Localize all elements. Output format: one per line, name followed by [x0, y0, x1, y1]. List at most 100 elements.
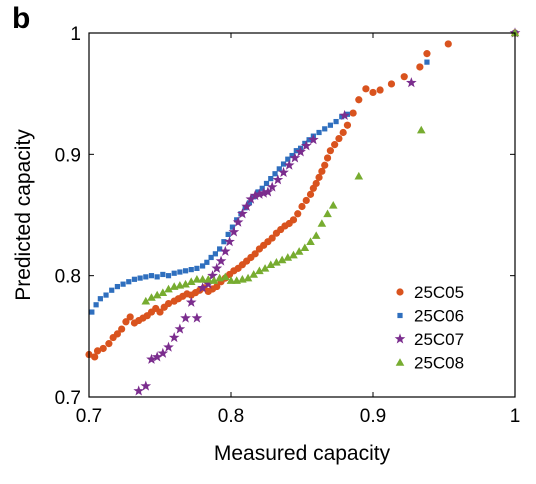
series-25C07	[133, 27, 521, 396]
data-point	[268, 176, 274, 182]
data-point	[268, 234, 276, 242]
data-point	[194, 265, 200, 271]
data-point	[243, 273, 253, 282]
series-25C08	[141, 28, 520, 305]
data-point	[181, 279, 190, 288]
panel-label: b	[12, 2, 31, 35]
data-point	[306, 190, 315, 198]
data-point	[152, 290, 162, 299]
data-point	[215, 255, 227, 266]
data-point	[255, 266, 264, 275]
data-point	[289, 152, 301, 163]
data-point	[133, 385, 145, 396]
data-point	[362, 85, 370, 93]
data-point	[283, 159, 295, 170]
data-point	[276, 166, 282, 172]
y-tick-label: 0.9	[55, 145, 81, 166]
data-point	[109, 287, 115, 293]
data-point	[89, 309, 95, 315]
data-point	[278, 166, 289, 178]
data-point	[192, 275, 202, 283]
data-point	[343, 121, 352, 129]
data-point	[177, 269, 183, 275]
data-point	[308, 134, 319, 145]
data-point	[118, 325, 126, 333]
data-point	[444, 40, 452, 48]
data-point	[285, 156, 291, 162]
data-point	[259, 185, 265, 191]
data-point	[266, 260, 276, 269]
x-axis-label: Measured capacity	[214, 442, 391, 465]
data-point	[323, 154, 332, 162]
data-point	[266, 181, 278, 192]
data-point	[315, 173, 323, 181]
y-axis-label: Predicted capacity	[12, 129, 35, 301]
data-point	[335, 134, 343, 143]
data-point	[137, 275, 143, 281]
data-point	[197, 282, 208, 293]
data-point	[204, 259, 210, 265]
legend-marker-25C06	[397, 312, 403, 319]
data-point	[217, 246, 223, 252]
data-point	[280, 161, 287, 167]
data-point	[326, 147, 334, 155]
data-point	[91, 353, 99, 361]
data-point	[339, 128, 347, 137]
data-point	[93, 347, 102, 355]
data-point	[99, 344, 107, 353]
data-point	[143, 274, 149, 280]
data-point	[180, 312, 191, 323]
data-point	[141, 296, 151, 305]
y-tick-label: 0.7	[55, 388, 81, 409]
x-tick-label: 0.9	[360, 406, 386, 427]
plot-frame	[88, 32, 516, 398]
data-point	[339, 109, 350, 121]
data-point	[131, 276, 138, 282]
x-tick-label: 1	[510, 406, 521, 427]
data-point	[355, 96, 363, 104]
data-point	[120, 281, 126, 287]
data-point	[300, 140, 312, 151]
data-point	[126, 279, 132, 285]
data-point	[277, 255, 287, 264]
legend-label-25C07: 25C07	[414, 330, 464, 349]
data-point	[302, 196, 310, 205]
data-point	[203, 275, 213, 283]
data-point	[272, 171, 278, 177]
data-point	[234, 217, 240, 223]
data-point	[254, 188, 265, 199]
legend-marker-25C05	[396, 288, 404, 296]
data-point	[306, 137, 312, 143]
data-point	[113, 330, 121, 338]
data-point	[171, 270, 177, 276]
data-point	[237, 208, 248, 219]
data-point	[163, 341, 174, 352]
data-point	[224, 236, 235, 247]
data-point	[255, 189, 261, 195]
data-point	[182, 268, 189, 274]
data-point	[333, 118, 339, 125]
data-point	[229, 224, 236, 230]
data-point	[97, 296, 103, 302]
data-point	[185, 296, 197, 307]
data-point	[318, 167, 326, 175]
data-point	[191, 312, 203, 323]
data-point	[295, 146, 306, 157]
data-point	[241, 200, 252, 212]
data-point	[376, 86, 384, 94]
data-point	[354, 171, 364, 180]
data-point	[221, 272, 230, 281]
data-point	[260, 264, 270, 272]
data-point	[228, 226, 240, 237]
data-point	[147, 293, 156, 301]
data-point	[207, 270, 218, 281]
data-point	[164, 284, 173, 293]
data-point	[126, 313, 134, 321]
series-25C06	[89, 30, 518, 315]
plot-area	[85, 27, 521, 396]
data-point	[387, 80, 396, 88]
data-point	[225, 231, 231, 238]
data-point	[400, 73, 408, 81]
data-point	[272, 174, 284, 185]
